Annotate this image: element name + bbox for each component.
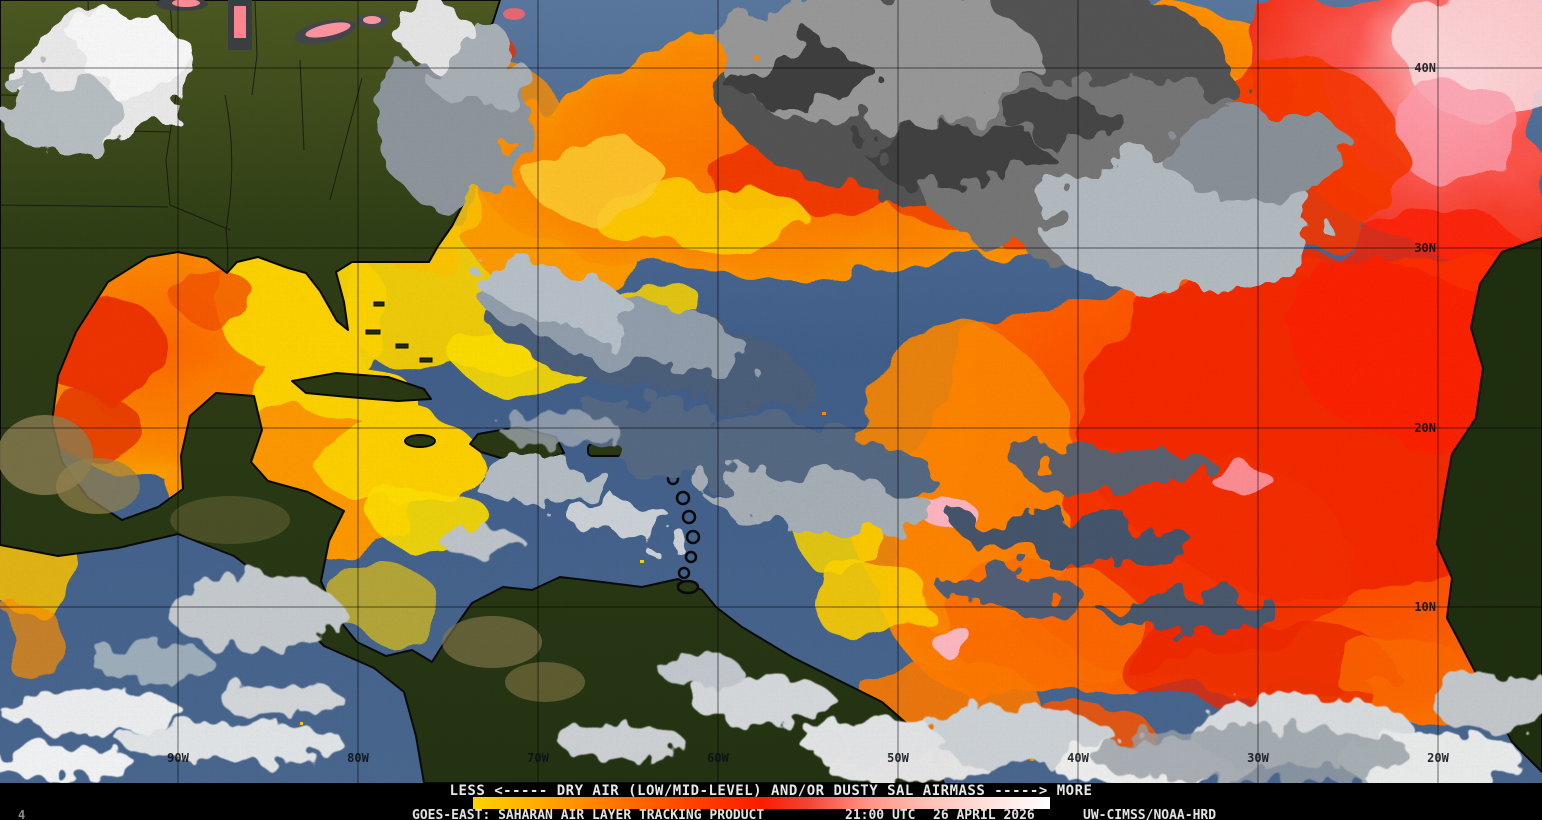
grid-label-50W: 50W [887, 751, 909, 765]
latlon-grid: 40N 30N 20N 10N 90W 80W 70W 60W 50W 40W 30W 20W [167, 61, 1450, 765]
dust-colorbar [473, 797, 1050, 809]
grid-label-40W: 40W [1067, 751, 1089, 765]
grid-label-70W: 70W [527, 751, 549, 765]
grid-label-20N: 20N [1414, 421, 1436, 435]
product-credit: UW-CIMSS/NOAA-HRD [1083, 808, 1217, 820]
product-date: 26 APRIL 2026 [933, 808, 1035, 820]
grid-label-60W: 60W [707, 751, 729, 765]
product-info-line: GOES-EAST: SAHARAN AIR LAYER TRACKING PR… [0, 808, 1542, 820]
product-title: GOES-EAST: SAHARAN AIR LAYER TRACKING PR… [412, 808, 765, 820]
bottom-info-bar: LESS <----- DRY AIR (LOW/MID-LEVEL) AND/… [0, 783, 1542, 820]
grid-label-90W: 90W [167, 751, 189, 765]
frame-number: 4 [18, 808, 26, 820]
grid-label-10N: 10N [1414, 600, 1436, 614]
grid-label-20W: 20W [1427, 751, 1449, 765]
satellite-map-image: 40N 30N 20N 10N 90W 80W 70W 60W 50W 40W 30W 20W [0, 0, 1542, 783]
product-time: 21:00 UTC [845, 808, 916, 820]
grid-label-40N: 40N [1414, 61, 1436, 75]
grid-label-30N: 30N [1414, 241, 1436, 255]
legend-text: LESS <----- DRY AIR (LOW/MID-LEVEL) AND/… [449, 783, 1093, 799]
image-noise-grain [0, 0, 1542, 783]
grid-label-30W: 30W [1247, 751, 1269, 765]
grid-label-80W: 80W [347, 751, 369, 765]
